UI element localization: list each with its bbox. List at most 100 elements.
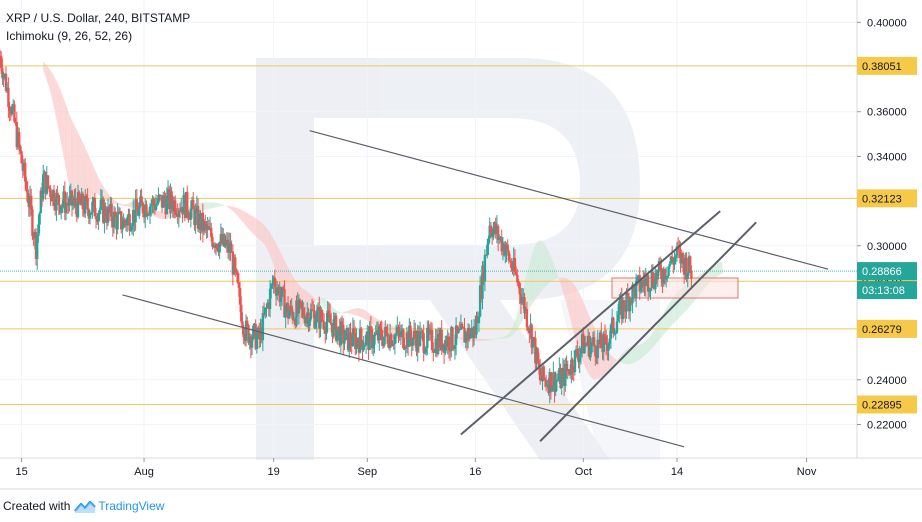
candle-body [170, 191, 173, 205]
candle-body [450, 327, 453, 352]
candle-body [165, 195, 169, 215]
candle-body [20, 151, 23, 164]
cloud-segment [668, 302, 670, 329]
candle-body [578, 354, 581, 363]
candle-body [650, 271, 653, 289]
candle-body [33, 231, 37, 239]
candle-body [674, 255, 677, 258]
candle-body [399, 330, 403, 338]
candle-body [601, 347, 604, 353]
cloud-segment [625, 349, 627, 365]
cloud-segment [112, 198, 115, 204]
candle-body [195, 205, 199, 210]
current-price-badge-bg [857, 262, 917, 281]
candle-body [620, 297, 623, 320]
cloud-segment [542, 241, 544, 290]
cloud-segment [372, 315, 374, 325]
candle-body [374, 333, 377, 335]
cloud-segment [547, 249, 549, 285]
cloud-segment [615, 359, 617, 362]
candle-body [409, 325, 412, 338]
candle-body [18, 132, 21, 147]
trendlines[interactable] [122, 130, 829, 448]
candle-body [631, 284, 634, 304]
cloud-segment [55, 78, 57, 120]
candle-body [86, 198, 89, 210]
cloud-segment [555, 269, 557, 279]
candle-body [535, 348, 538, 364]
cloud-segment [256, 219, 259, 239]
level-badge-bg [857, 189, 917, 208]
cloud-segment [477, 338, 479, 341]
cloud-segment [639, 344, 641, 360]
candle-body [678, 248, 681, 250]
tradingview-brand[interactable]: TradingView [98, 499, 165, 513]
candle-body [687, 256, 691, 274]
candle-body [163, 195, 166, 202]
candle-body [38, 213, 41, 225]
candle-body [308, 319, 311, 326]
cloud-segment [115, 200, 117, 205]
candle-body [211, 237, 214, 247]
candle-body [320, 309, 323, 321]
level-badge-label: 0.22895 [862, 399, 902, 411]
candle-body [295, 300, 298, 326]
candle-body [130, 226, 134, 230]
cloud-segment [67, 108, 69, 182]
tradingview-logo-icon[interactable] [74, 499, 97, 513]
cloud-segment [79, 134, 81, 205]
candle-body [416, 330, 419, 352]
candle-body [343, 340, 346, 344]
candle-body [636, 276, 639, 281]
cloud-segment [374, 317, 376, 327]
cloud-segment [638, 344, 640, 361]
candle-body [124, 222, 128, 226]
time-axis[interactable]: 15 Aug 19 Sep 16 Oct 14 Nov [15, 458, 817, 478]
candle-body [543, 378, 547, 381]
cloud-segment [544, 244, 547, 288]
cloud-segment [68, 111, 70, 187]
candle-body [456, 325, 459, 333]
candle-body [376, 330, 380, 341]
candle-body [133, 209, 136, 223]
cloud-segment [129, 202, 131, 208]
candle-body [200, 212, 203, 231]
candle-body [548, 372, 551, 394]
candle-body [511, 268, 514, 271]
candle-body [410, 337, 413, 346]
cloud-segment [75, 127, 77, 202]
candle-body [168, 189, 171, 210]
price-axis[interactable]: 0.40000 0.36000 0.34000 0.30000 0.24000 0.220… [857, 17, 907, 431]
cloud-segment [642, 342, 644, 358]
cloud-segment [349, 309, 351, 314]
cloud-segment [506, 334, 508, 339]
cloud-segment [528, 264, 530, 311]
cloud-segment [538, 240, 541, 295]
candle-body [4, 73, 8, 91]
cloud-segment [640, 343, 643, 359]
candle-body [147, 214, 151, 216]
candle-body [475, 316, 478, 335]
candle-body [141, 202, 145, 214]
candle-body [368, 326, 371, 350]
candle-body [681, 253, 685, 261]
candle-body [508, 260, 512, 262]
candle-body [69, 190, 73, 196]
cloud-segment [549, 254, 551, 283]
candle-body [352, 328, 356, 334]
cloud-segment [571, 281, 573, 329]
candle-body [34, 231, 38, 259]
candle-body [522, 297, 525, 300]
cloud-segment [600, 338, 602, 378]
cloud-segment [255, 218, 257, 238]
cloud-segment [66, 104, 68, 177]
candle-body [530, 324, 533, 348]
cloud-segment [532, 248, 535, 304]
cloud-segment [93, 166, 95, 196]
indicator-label: Ichimoku (9, 26, 52, 26) [6, 29, 132, 43]
cloud-segment [114, 199, 116, 205]
candle-body [250, 338, 254, 348]
candle-body [313, 311, 316, 328]
cloud-segment [264, 224, 266, 246]
